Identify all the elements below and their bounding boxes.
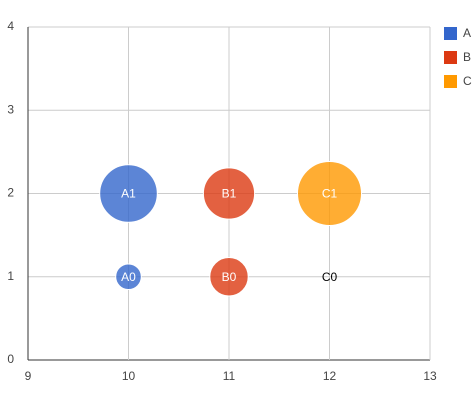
legend-swatch [444,27,457,40]
bubble-label: A0 [121,270,136,284]
bubble-label: A1 [121,187,136,201]
x-tick-label: 9 [25,369,32,383]
bubble [99,164,158,223]
y-tick-label: 4 [7,19,14,33]
x-tick-label: 11 [223,369,236,383]
bubble-label: B0 [222,270,237,284]
legend-swatch [444,75,457,88]
bubble [115,263,142,291]
y-tick-label: 0 [7,352,14,366]
bubble [202,167,256,220]
legend-swatch [444,51,457,64]
y-tick-label: 3 [7,102,14,116]
bubble [297,161,362,226]
legend-label: C [463,74,472,88]
legend-label: A [463,26,471,40]
x-tick-label: 10 [122,369,136,383]
bubble-label: C1 [322,187,338,201]
bubble [209,257,249,297]
bubble-label: C0 [322,270,338,284]
bubble-label: B1 [222,187,237,201]
y-tick-label: 2 [7,186,14,200]
x-tick-label: 13 [423,369,437,383]
y-tick-label: 1 [7,269,14,283]
legend-label: B [463,50,471,64]
x-tick-label: 12 [323,369,337,383]
